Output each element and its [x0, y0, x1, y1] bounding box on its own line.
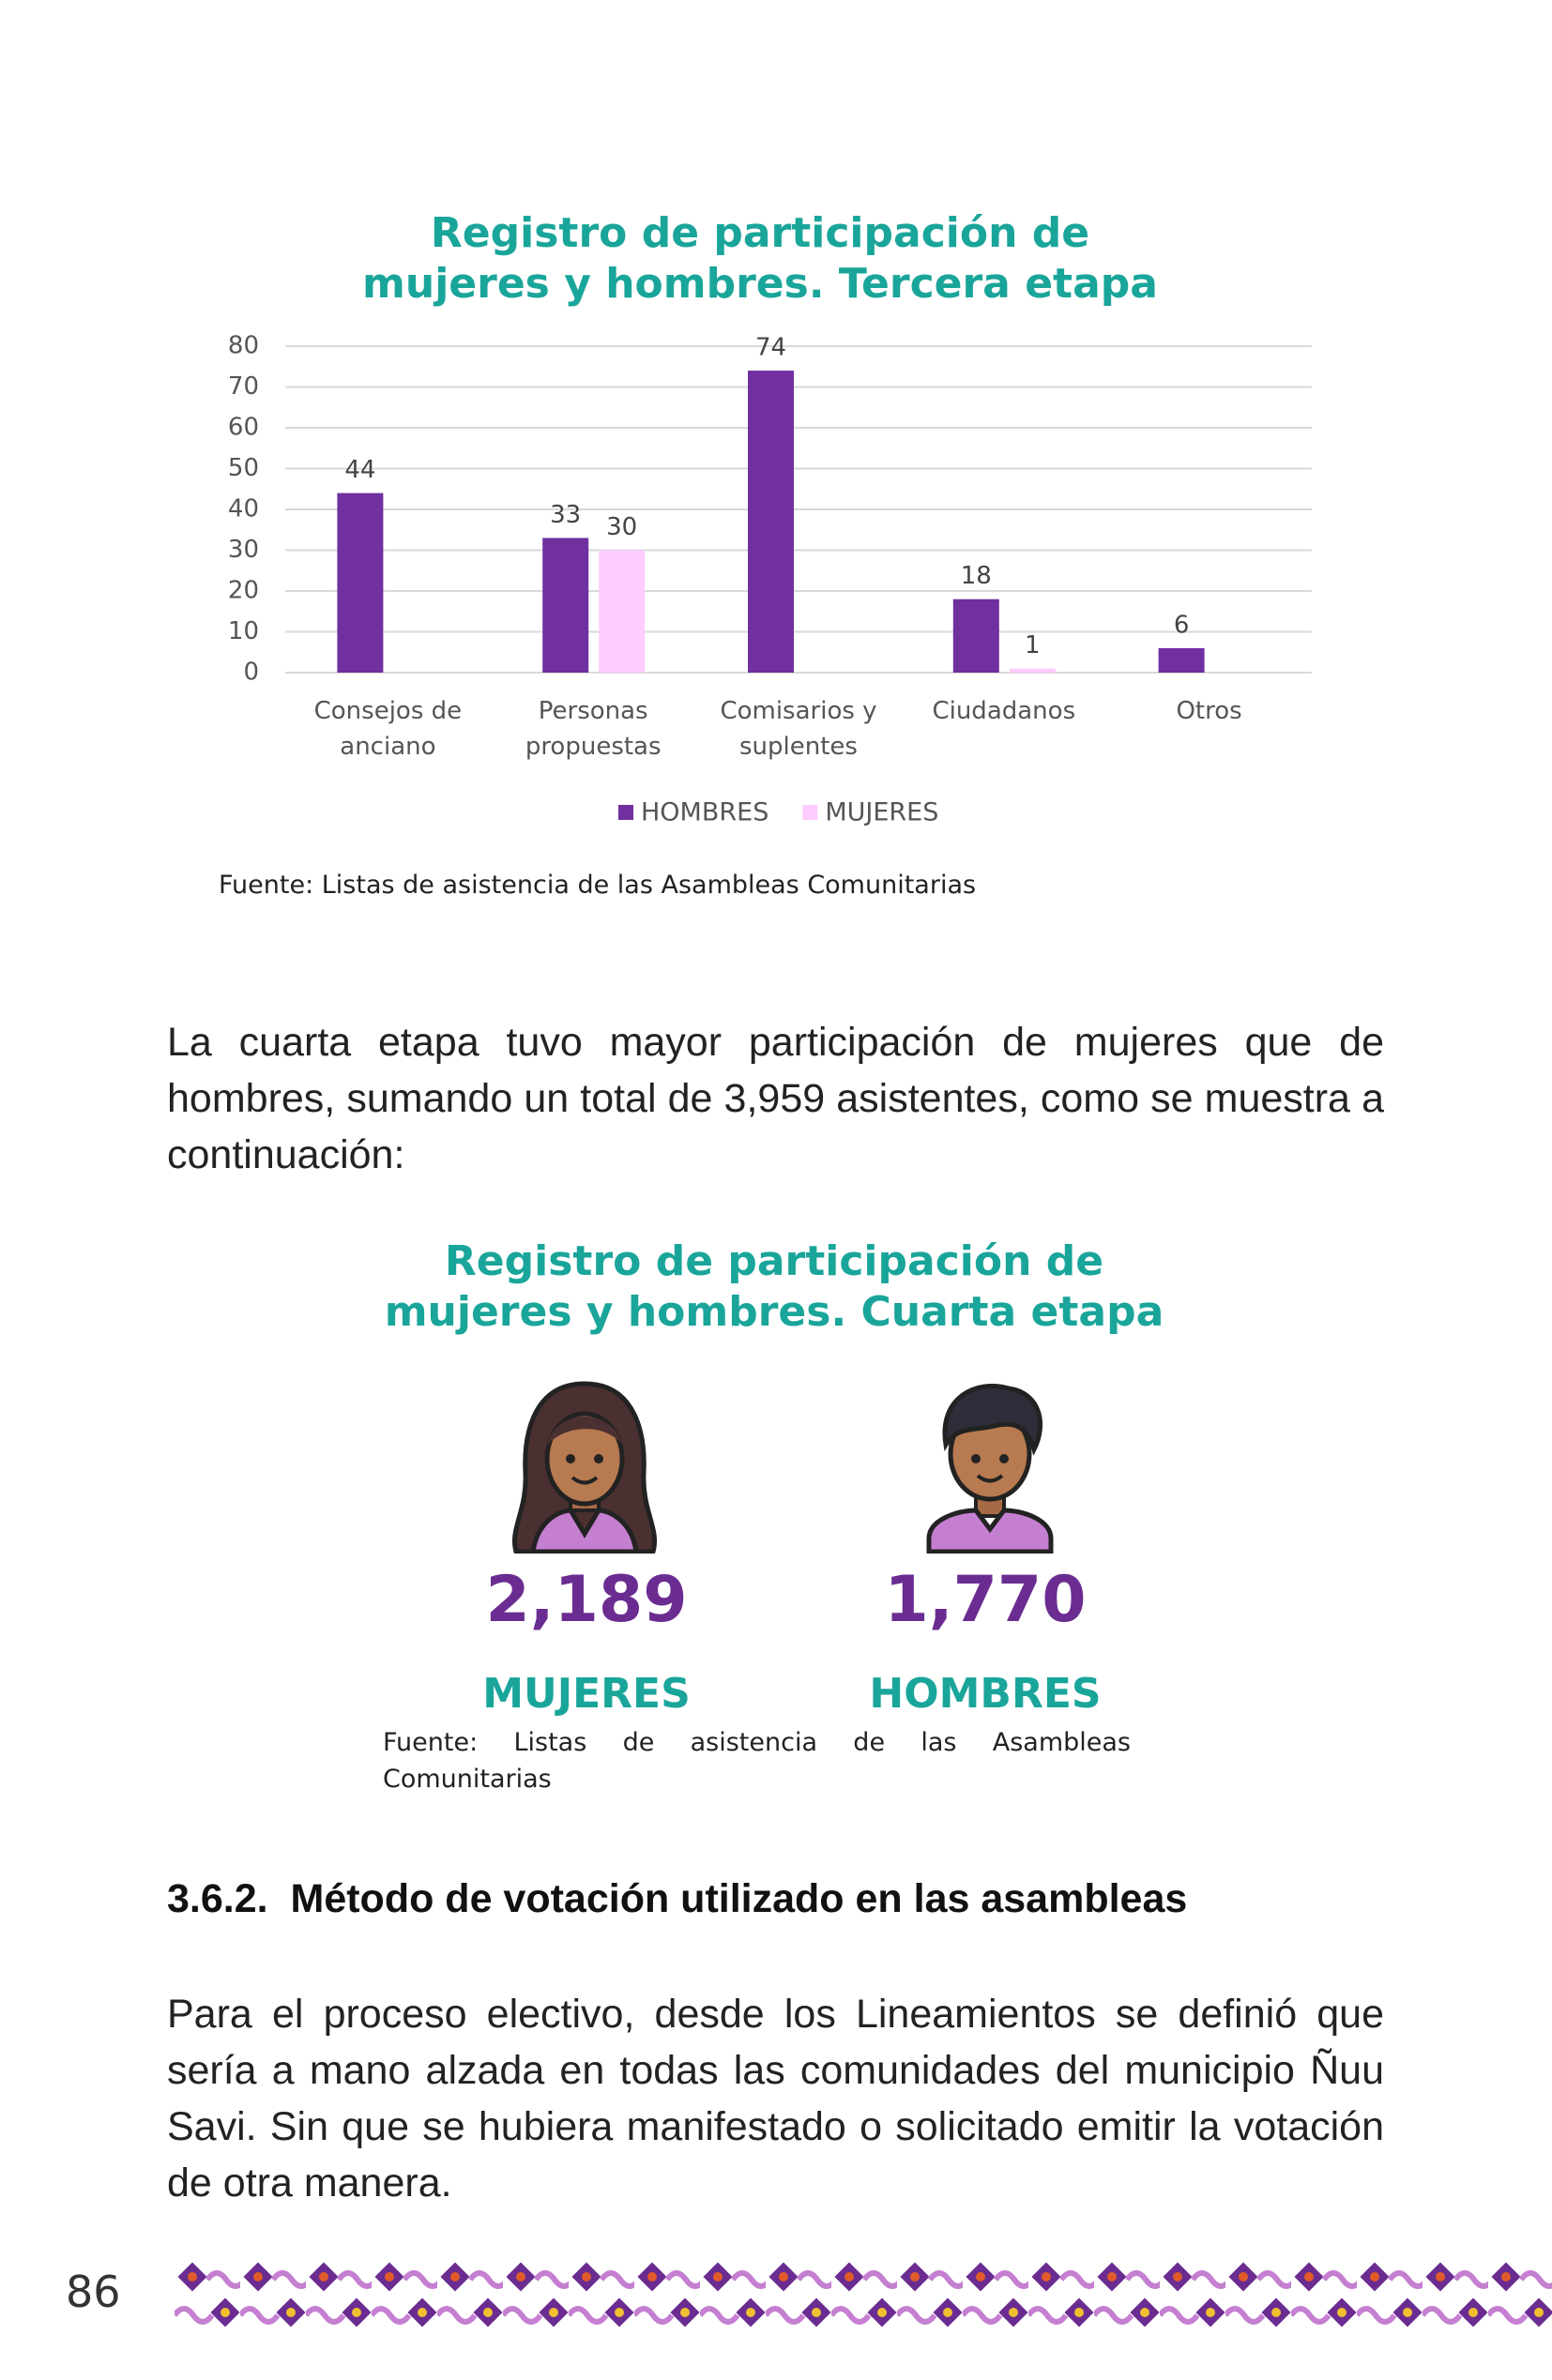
- women-count: 2,189: [485, 1563, 688, 1637]
- section-number: 3.6.2.: [167, 1876, 268, 1921]
- section-title: Método de votación utilizado en las asam…: [290, 1876, 1188, 1921]
- chart: 0 10 20 30 40 50 60 70 80 44 33 30 74 18 1 6 HOMBRES MUJE…: [228, 332, 1312, 827]
- woman-icon: [512, 1381, 657, 1554]
- man-icon: [926, 1384, 1054, 1554]
- chart-source: Fuente: Listas de asistencia de las Asam…: [219, 871, 977, 900]
- bar: [748, 371, 794, 673]
- bar: [1009, 668, 1056, 673]
- bar: [542, 538, 589, 673]
- infographic-title: Registro de participación de mujeres y h…: [384, 1237, 1164, 1336]
- y-tick-label: 0: [243, 659, 259, 687]
- page-number: 86: [66, 2266, 121, 2317]
- y-tick-label: 10: [228, 617, 259, 645]
- paragraph: Para el proceso electivo, desde los Line…: [167, 1992, 1384, 2206]
- legend-swatch: [618, 805, 633, 820]
- data-label: 30: [606, 513, 637, 541]
- x-tick-label: Personas propuestas: [525, 697, 662, 761]
- y-tick-label: 50: [228, 454, 259, 482]
- bar: [599, 550, 646, 673]
- y-tick-label: 40: [228, 495, 259, 523]
- data-label: 74: [755, 334, 786, 362]
- bar: [952, 599, 999, 673]
- decorative-border: [175, 2261, 1552, 2332]
- y-tick-label: 70: [228, 372, 259, 401]
- chart-title: Registro de participación de mujeres y h…: [362, 209, 1158, 308]
- data-label: 18: [961, 562, 992, 590]
- legend-label: HOMBRES: [641, 798, 768, 827]
- men-label: HOMBRES: [869, 1670, 1102, 1718]
- x-tick-label: Consejos de anciano: [313, 697, 463, 761]
- y-tick-label: 20: [228, 577, 259, 605]
- bar: [1158, 647, 1205, 673]
- men-count: 1,770: [884, 1563, 1087, 1637]
- x-tick-label: Comisarios y suplentes: [720, 697, 877, 761]
- section-heading: 3.6.2. Método de votación utilizado en l…: [167, 1876, 1187, 1922]
- x-tick-label: Otros: [1176, 697, 1242, 725]
- data-label: 6: [1174, 611, 1190, 639]
- bar: [337, 493, 384, 673]
- women-label: MUJERES: [482, 1670, 691, 1718]
- paragraph: La cuarta etapa tuvo mayor participación…: [167, 1020, 1384, 1177]
- legend-label: MUJERES: [825, 798, 938, 827]
- y-tick-label: 60: [228, 414, 259, 442]
- data-label: 44: [344, 456, 375, 484]
- legend-swatch: [802, 805, 818, 820]
- y-tick-label: 30: [228, 536, 259, 564]
- data-label: 33: [550, 501, 581, 529]
- y-tick-label: 80: [228, 332, 259, 360]
- infographic-source: Fuente: Listas de asistencia de las Asam…: [383, 1728, 1131, 1794]
- x-tick-label: Ciudadanos: [932, 697, 1076, 725]
- data-label: 1: [1025, 631, 1041, 659]
